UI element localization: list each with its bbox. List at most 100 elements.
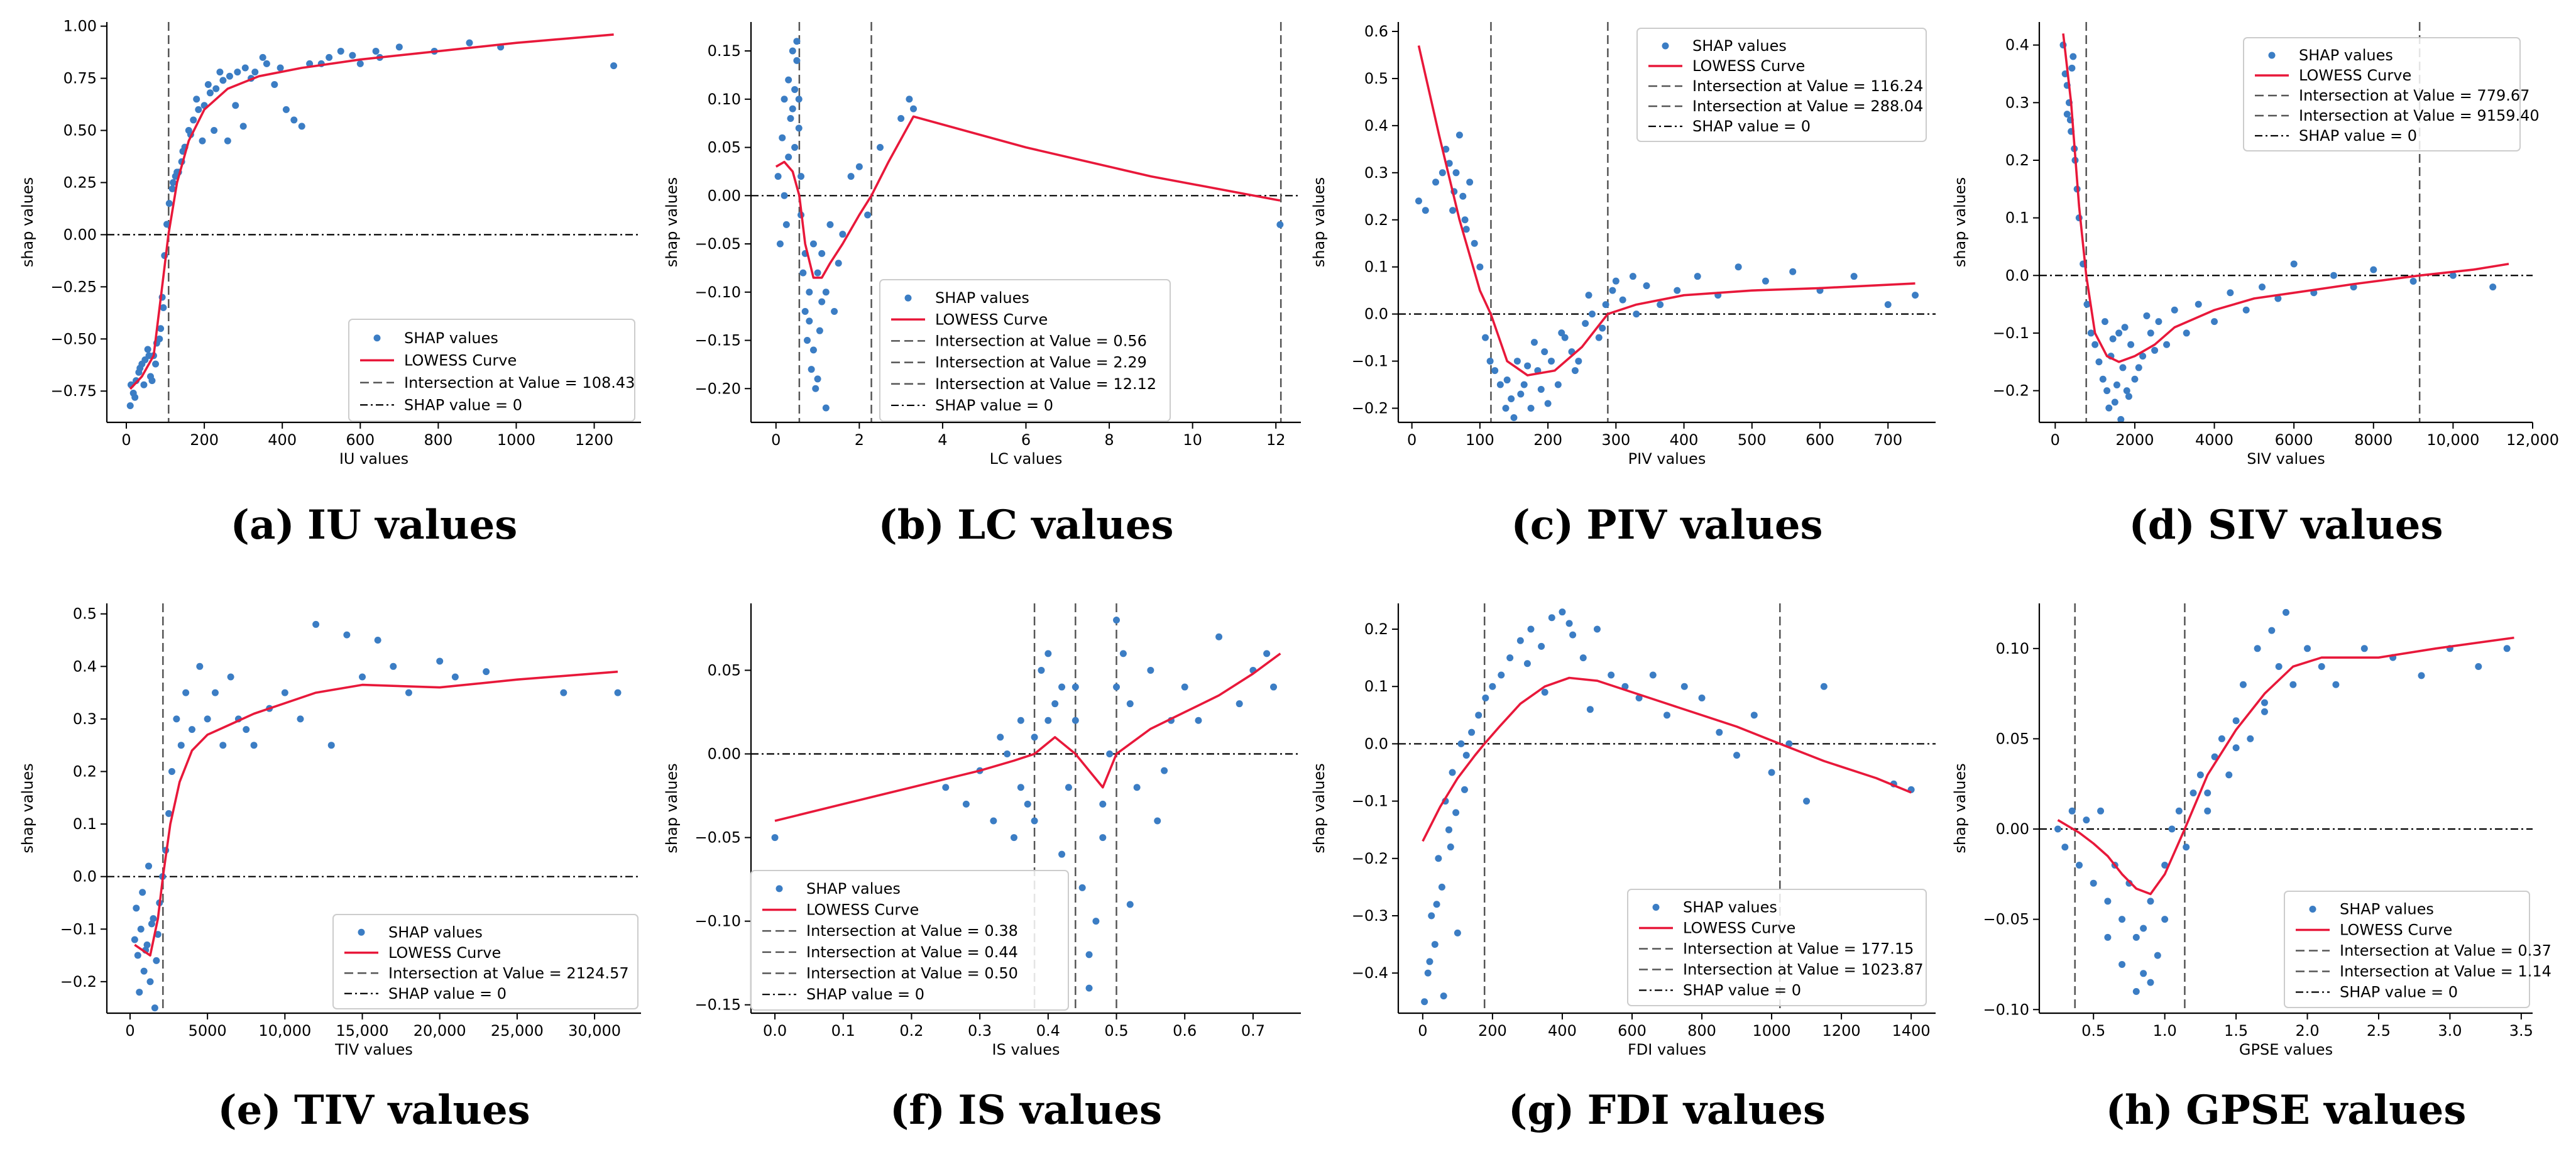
x-axis-label: FDI values — [1628, 1041, 1706, 1058]
caption-tag: (f) — [890, 1087, 945, 1134]
shap-point — [1461, 216, 1469, 224]
shap-point — [146, 978, 154, 986]
shap-point — [241, 64, 249, 72]
shap-point — [1680, 683, 1688, 690]
legend-label: SHAP values — [2299, 47, 2393, 64]
x-tick-label: 200 — [1533, 431, 1562, 449]
shap-point — [1750, 711, 1758, 719]
shap-point — [139, 889, 146, 896]
shap-point — [1510, 414, 1518, 422]
x-tick-label: 0 — [1407, 431, 1417, 449]
shap-point — [2489, 283, 2497, 291]
shap-point — [1133, 784, 1141, 791]
shap-point — [227, 673, 234, 681]
shap-point — [1452, 809, 1460, 816]
shap-point — [2154, 952, 2161, 959]
shap-point — [2204, 807, 2212, 815]
y-tick-label: 0.5 — [73, 605, 97, 623]
caption-label: SIV values — [2208, 502, 2443, 549]
shap-point — [143, 941, 151, 948]
shap-point — [1602, 301, 1609, 309]
shap-point — [1558, 329, 1565, 337]
shap-point — [156, 335, 163, 343]
shap-point — [2068, 807, 2076, 815]
shap-point — [196, 662, 204, 670]
shap-point — [2304, 645, 2311, 652]
shap-point — [822, 404, 830, 412]
x-axis-label: LC values — [990, 450, 1063, 468]
shap-point — [2503, 645, 2511, 652]
y-axis-label: shap values — [1310, 177, 1328, 267]
shap-point — [1520, 381, 1528, 388]
y-tick-label: 0.3 — [2005, 94, 2029, 111]
shap-point — [814, 375, 821, 383]
legend-label: SHAP values — [2340, 901, 2434, 918]
shap-point — [1119, 650, 1127, 657]
x-tick-label: 2000 — [2115, 431, 2154, 449]
x-tick-label: 200 — [1478, 1022, 1507, 1040]
shap-point — [1565, 620, 1573, 627]
shap-point — [1432, 179, 1440, 186]
shap-point — [2097, 807, 2105, 815]
legend-label: Intersection at Value = 0.50 — [806, 965, 1018, 982]
shap-point — [2109, 335, 2117, 343]
shap-point — [1513, 358, 1521, 365]
shap-point — [193, 96, 200, 103]
shap-point — [136, 365, 144, 372]
shap-point — [211, 127, 218, 135]
shap-point — [2161, 861, 2169, 869]
x-tick-label: 0.4 — [1036, 1022, 1060, 1040]
y-tick-label: −0.05 — [1983, 911, 2029, 928]
shap-point — [2155, 318, 2162, 326]
shap-point — [2283, 608, 2289, 616]
y-tick-label: 0.50 — [63, 122, 97, 140]
shap-point — [822, 288, 830, 296]
shap-point — [791, 144, 799, 151]
shap-point — [1428, 912, 1435, 920]
legend-box — [332, 914, 639, 1009]
shap-point — [1850, 273, 1858, 280]
panel-e: 0 5000 10,000 15,000 20,000 25,000 30,000 −0.2 −… — [19, 603, 641, 1134]
shap-point — [1044, 717, 1052, 724]
shap-point — [855, 163, 863, 170]
y-tick-label: 1.00 — [63, 18, 97, 35]
shap-point — [2218, 735, 2225, 742]
caption-tag: (b) — [878, 502, 944, 549]
shap-point — [1270, 683, 1278, 691]
shap-point — [212, 85, 220, 92]
shap-point — [1445, 160, 1453, 167]
shap-point — [1588, 310, 1596, 318]
y-axis-label: shap values — [19, 177, 36, 267]
shap-point — [1078, 884, 1086, 891]
panel-a: 0 200 400 600 800 1000 1200 −0.75 −0.50 −0.25 0.00… — [19, 18, 641, 549]
y-tick-label: −0.1 — [1352, 793, 1388, 810]
shap-point — [1044, 650, 1052, 657]
y-tick-label: 0.10 — [1996, 640, 2029, 657]
x-tick-label: 0 — [121, 431, 131, 449]
shap-point — [165, 810, 173, 817]
x-tick-label: 1400 — [1892, 1022, 1931, 1040]
caption-space — [945, 1087, 958, 1134]
legend-label: Intersection at Value = 0.44 — [806, 943, 1018, 961]
shap-point — [1643, 282, 1650, 290]
caption-space — [282, 1087, 294, 1134]
shap-point — [816, 327, 823, 334]
shap-point — [1439, 169, 1446, 177]
shap-point — [812, 385, 819, 392]
legend-point-marker — [2309, 906, 2316, 913]
shap-point — [814, 269, 821, 277]
shap-point — [2330, 272, 2337, 279]
shap-point — [797, 173, 805, 180]
shap-point — [148, 920, 155, 928]
panel-b: 0 2 4 6 8 10 12 −0.20 −0.15 −0.10 −0.05 0.00 0.05 0.1… — [663, 22, 1301, 549]
shap-point — [1449, 207, 1457, 214]
panel-caption: (c) PIV values — [1511, 502, 1822, 549]
shap-point — [140, 967, 148, 975]
y-tick-label: 0.4 — [2005, 36, 2029, 54]
y-axis-label: shap values — [663, 763, 681, 853]
shap-point — [1447, 843, 1454, 851]
shap-point — [610, 62, 618, 70]
x-tick-label: 2 — [855, 431, 864, 449]
x-tick-label: 6 — [1021, 431, 1031, 449]
y-tick-label: 0.1 — [2005, 209, 2029, 227]
